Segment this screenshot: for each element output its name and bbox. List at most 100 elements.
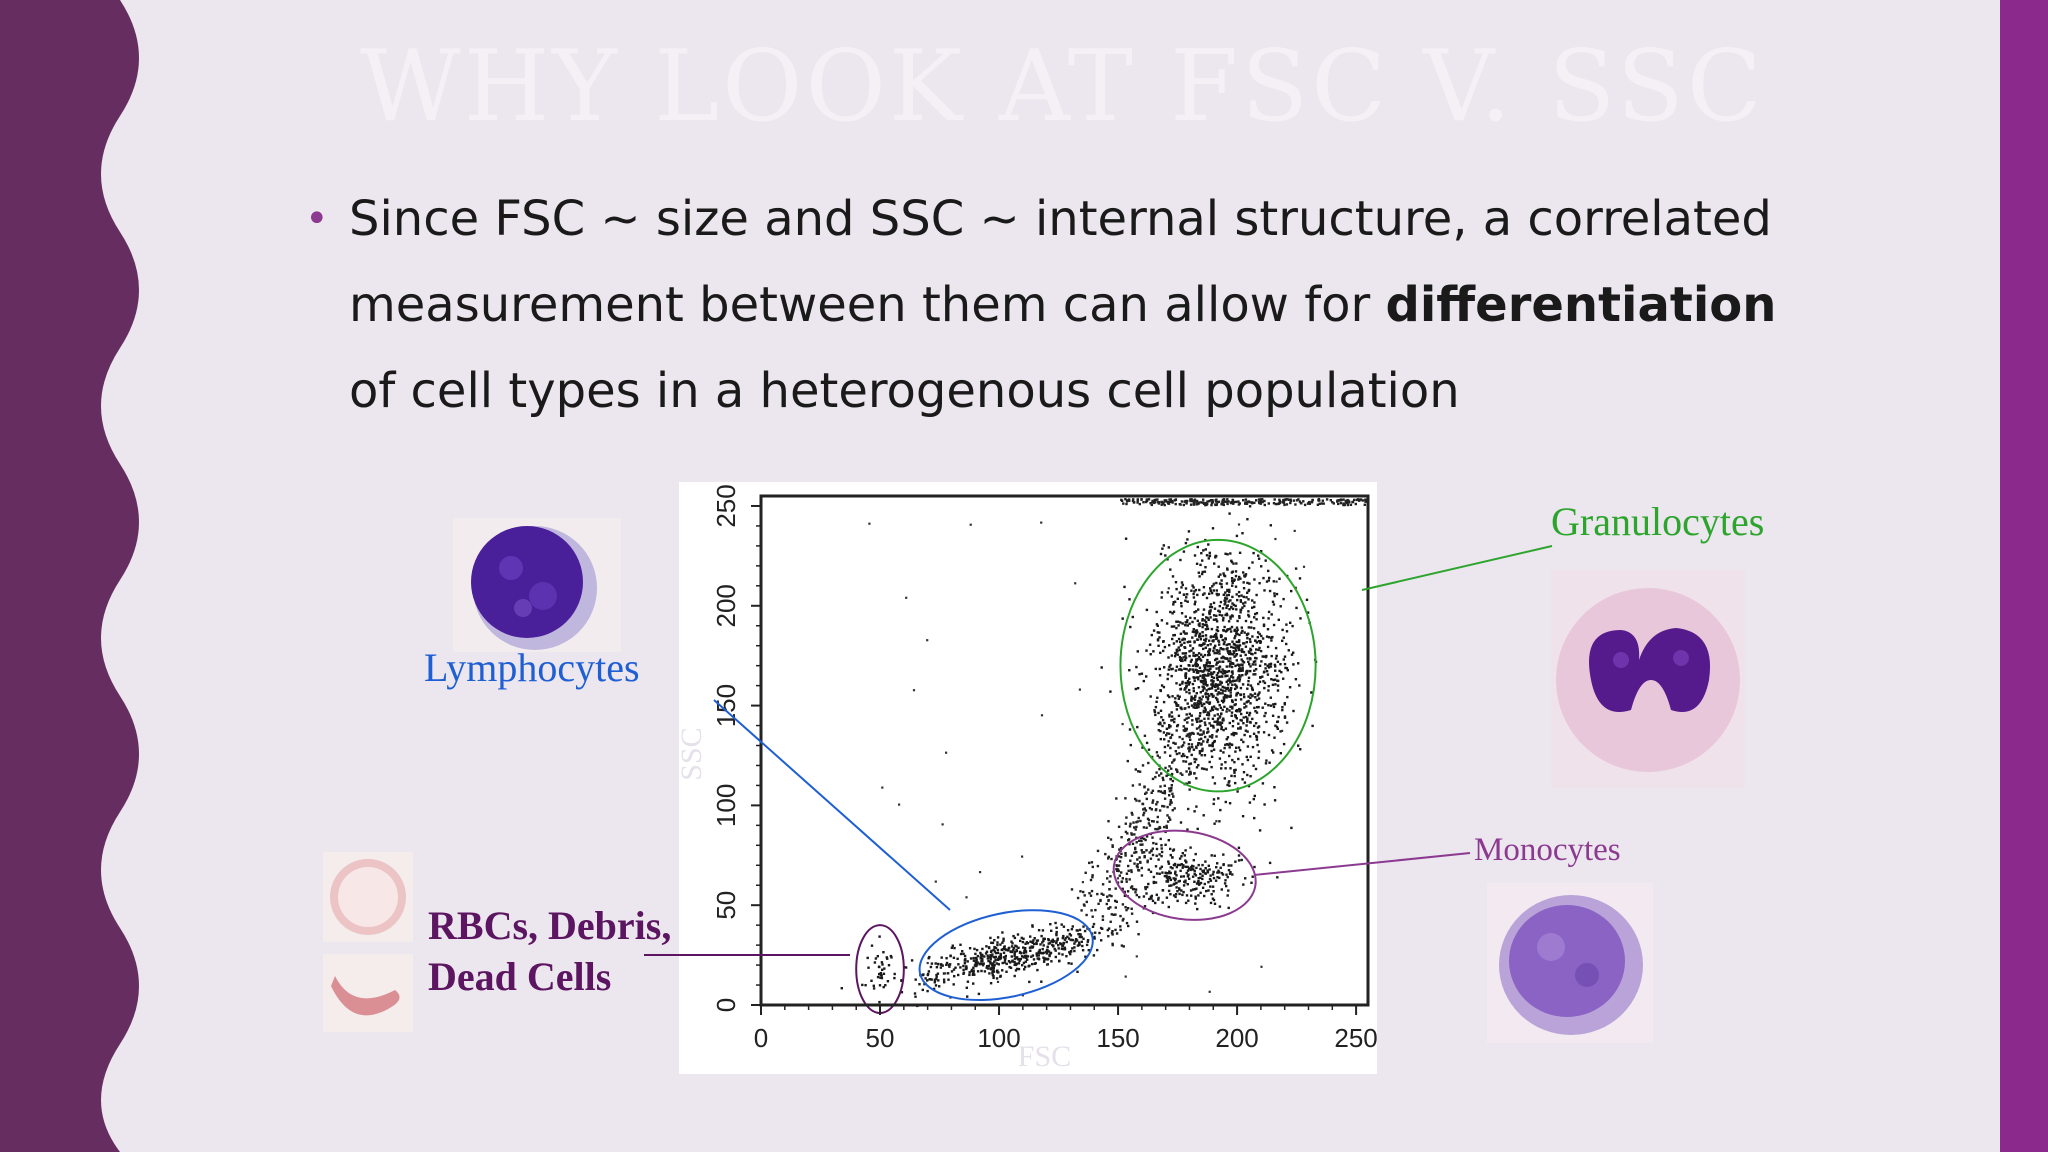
data-point (1229, 660, 1232, 663)
data-point (1175, 640, 1178, 643)
data-point (1182, 729, 1185, 732)
data-point (1148, 824, 1152, 827)
data-point (1215, 614, 1218, 617)
data-point (1212, 614, 1216, 617)
data-point (1234, 585, 1238, 588)
data-point (1210, 854, 1213, 857)
data-point (1151, 847, 1154, 850)
data-point (1253, 794, 1256, 798)
data-point (1227, 620, 1231, 623)
data-point (886, 980, 890, 983)
data-point (1111, 845, 1114, 848)
data-point (1084, 871, 1087, 874)
data-point (1204, 639, 1207, 643)
data-point (1267, 733, 1271, 737)
data-point (1199, 712, 1202, 715)
data-point (1194, 706, 1197, 709)
data-point (1227, 600, 1230, 603)
data-point (1002, 937, 1005, 940)
data-point (1175, 874, 1178, 877)
data-point (1220, 712, 1223, 715)
data-point (1168, 884, 1171, 887)
data-point (1182, 725, 1185, 728)
data-point (1218, 675, 1222, 678)
data-point (1211, 499, 1214, 502)
data-point (1160, 850, 1164, 854)
data-point (1188, 640, 1192, 643)
data-point (1237, 746, 1241, 749)
data-point (1115, 900, 1118, 903)
data-point (1129, 743, 1132, 747)
data-point (1207, 864, 1210, 867)
data-point (1297, 744, 1300, 747)
data-point (1234, 664, 1237, 668)
data-point (1151, 836, 1154, 839)
data-point (878, 972, 881, 976)
data-point (1216, 876, 1219, 879)
data-point (1251, 606, 1254, 609)
data-point (1274, 724, 1277, 727)
data-point (1208, 760, 1211, 764)
data-point (1156, 754, 1159, 757)
data-point (900, 979, 903, 982)
data-point (1259, 502, 1262, 505)
data-point (1175, 665, 1179, 668)
data-point (1152, 629, 1156, 632)
data-point (1227, 864, 1230, 867)
data-point (1135, 864, 1139, 868)
data-point (996, 948, 1000, 952)
data-point (1189, 733, 1192, 736)
data-point (1163, 805, 1166, 808)
data-point (1224, 689, 1227, 693)
data-point (1267, 636, 1271, 639)
data-point (1166, 732, 1169, 735)
data-point (879, 971, 882, 975)
data-point (1008, 946, 1011, 950)
data-point (1131, 615, 1134, 619)
data-point (1217, 721, 1220, 725)
data-point (1356, 498, 1360, 501)
data-point (1225, 696, 1228, 699)
data-point (1208, 694, 1211, 697)
data-point (1209, 874, 1212, 877)
data-point (1252, 551, 1255, 555)
data-point (1030, 955, 1033, 958)
data-point (1202, 730, 1205, 733)
data-point (1190, 704, 1194, 707)
data-point (1177, 637, 1181, 641)
data-point (1151, 799, 1155, 802)
data-point (1186, 702, 1189, 705)
data-point (1222, 572, 1225, 575)
data-point (1210, 755, 1214, 758)
data-point (1168, 787, 1171, 790)
data-point (1173, 879, 1177, 882)
data-point (968, 973, 971, 977)
data-point (1188, 748, 1191, 751)
data-point (1209, 616, 1212, 619)
data-point (1195, 692, 1198, 695)
data-point (1019, 939, 1022, 943)
data-point (1239, 599, 1242, 602)
data-point (1121, 919, 1124, 922)
data-point (1268, 663, 1271, 666)
data-point (1098, 931, 1101, 935)
data-point (1154, 827, 1157, 831)
data-point (1203, 623, 1206, 627)
data-point (1260, 550, 1263, 553)
data-point (1078, 935, 1081, 939)
data-point (1250, 686, 1254, 689)
data-point (1228, 608, 1231, 611)
data-point (1182, 875, 1185, 878)
data-point (1272, 502, 1276, 505)
data-point (1145, 835, 1149, 838)
data-point (1215, 730, 1219, 733)
data-point (1032, 958, 1036, 961)
data-point (1195, 562, 1199, 565)
data-point (952, 983, 955, 986)
data-point (1310, 501, 1314, 504)
data-point (1212, 890, 1215, 893)
data-point (1005, 948, 1008, 952)
data-point (941, 964, 944, 967)
data-point (1169, 610, 1172, 614)
